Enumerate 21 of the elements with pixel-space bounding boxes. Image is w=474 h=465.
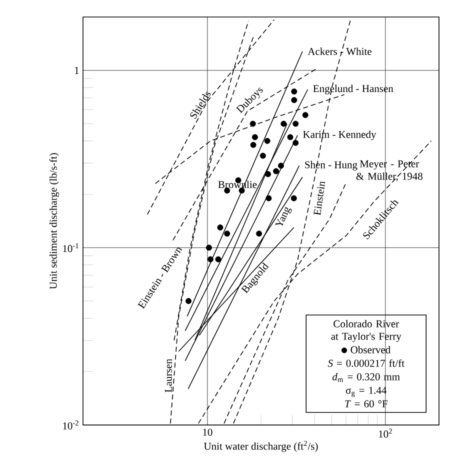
- y-tick-label: 10$^{-1}$: [63, 243, 78, 252]
- annotation: T = 60 °F: [345, 400, 388, 408]
- text: Laursen: [164, 358, 172, 392]
- y-tick-label: 1: [74, 66, 79, 74]
- series-label: Ackers - White: [308, 48, 372, 56]
- text: Yang: [275, 206, 292, 226]
- x-tick-label: 10$^{2}$: [379, 428, 392, 438]
- annotation: σ$_{g}$ = 1.44: [346, 386, 387, 397]
- legend-label: Observed: [350, 346, 390, 354]
- annotation: S = 0.000217 ft/ft: [328, 359, 404, 367]
- y-axis-title: Unit sediment discharge (lb/s-ft): [49, 153, 59, 290]
- series-label: Meyer - Peter & Müller, 1948: [356, 160, 422, 182]
- text: Einstein: [314, 182, 326, 216]
- series-label: Engelund - Hansen: [313, 84, 394, 94]
- annotation: d$_{m}$ = 0.320 mm: [332, 372, 400, 382]
- series-label: Shen - Hung: [305, 160, 358, 170]
- series-label: Karim - Kennedy: [303, 130, 376, 140]
- y-tick-label: 10$^{-2}$: [63, 420, 78, 430]
- x-tick-label: 10: [203, 428, 212, 436]
- legend-title: Colorado River at Taylor's Ferry: [331, 320, 402, 342]
- x-axis-title: Unit water discharge (ft$^{2}$/s): [204, 440, 318, 452]
